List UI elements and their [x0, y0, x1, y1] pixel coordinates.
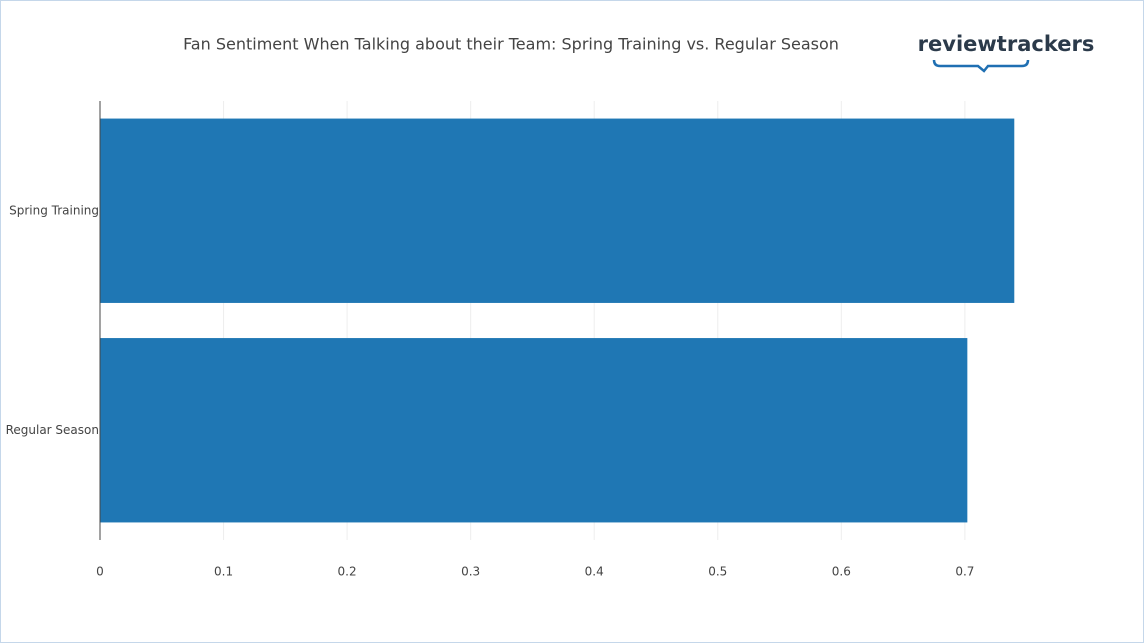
- x-tick-label: 0.7: [955, 565, 974, 579]
- bar: [100, 118, 1015, 303]
- x-tick-label: 0.5: [708, 565, 727, 579]
- y-tick-label: Regular Season: [6, 423, 99, 437]
- plot-area: 0 0.1 0.2 0.3 0.4 0.5 0.6 0.7 Spring Training Reg…: [6, 101, 1015, 579]
- x-tick-label: 0: [96, 565, 104, 579]
- chart-title: Fan Sentiment When Talking about their T…: [183, 35, 839, 54]
- x-tick-label: 0.1: [214, 565, 233, 579]
- logo: reviewtrackers: [918, 32, 1095, 56]
- x-tick-label: 0.3: [461, 565, 480, 579]
- x-tick-label: 0.4: [585, 565, 604, 579]
- y-tick-label: Spring Training: [9, 203, 99, 217]
- x-tick-label: 0.2: [338, 565, 357, 579]
- logo-underline: [932, 59, 1030, 73]
- bar: [100, 338, 968, 523]
- x-tick-label: 0.6: [832, 565, 851, 579]
